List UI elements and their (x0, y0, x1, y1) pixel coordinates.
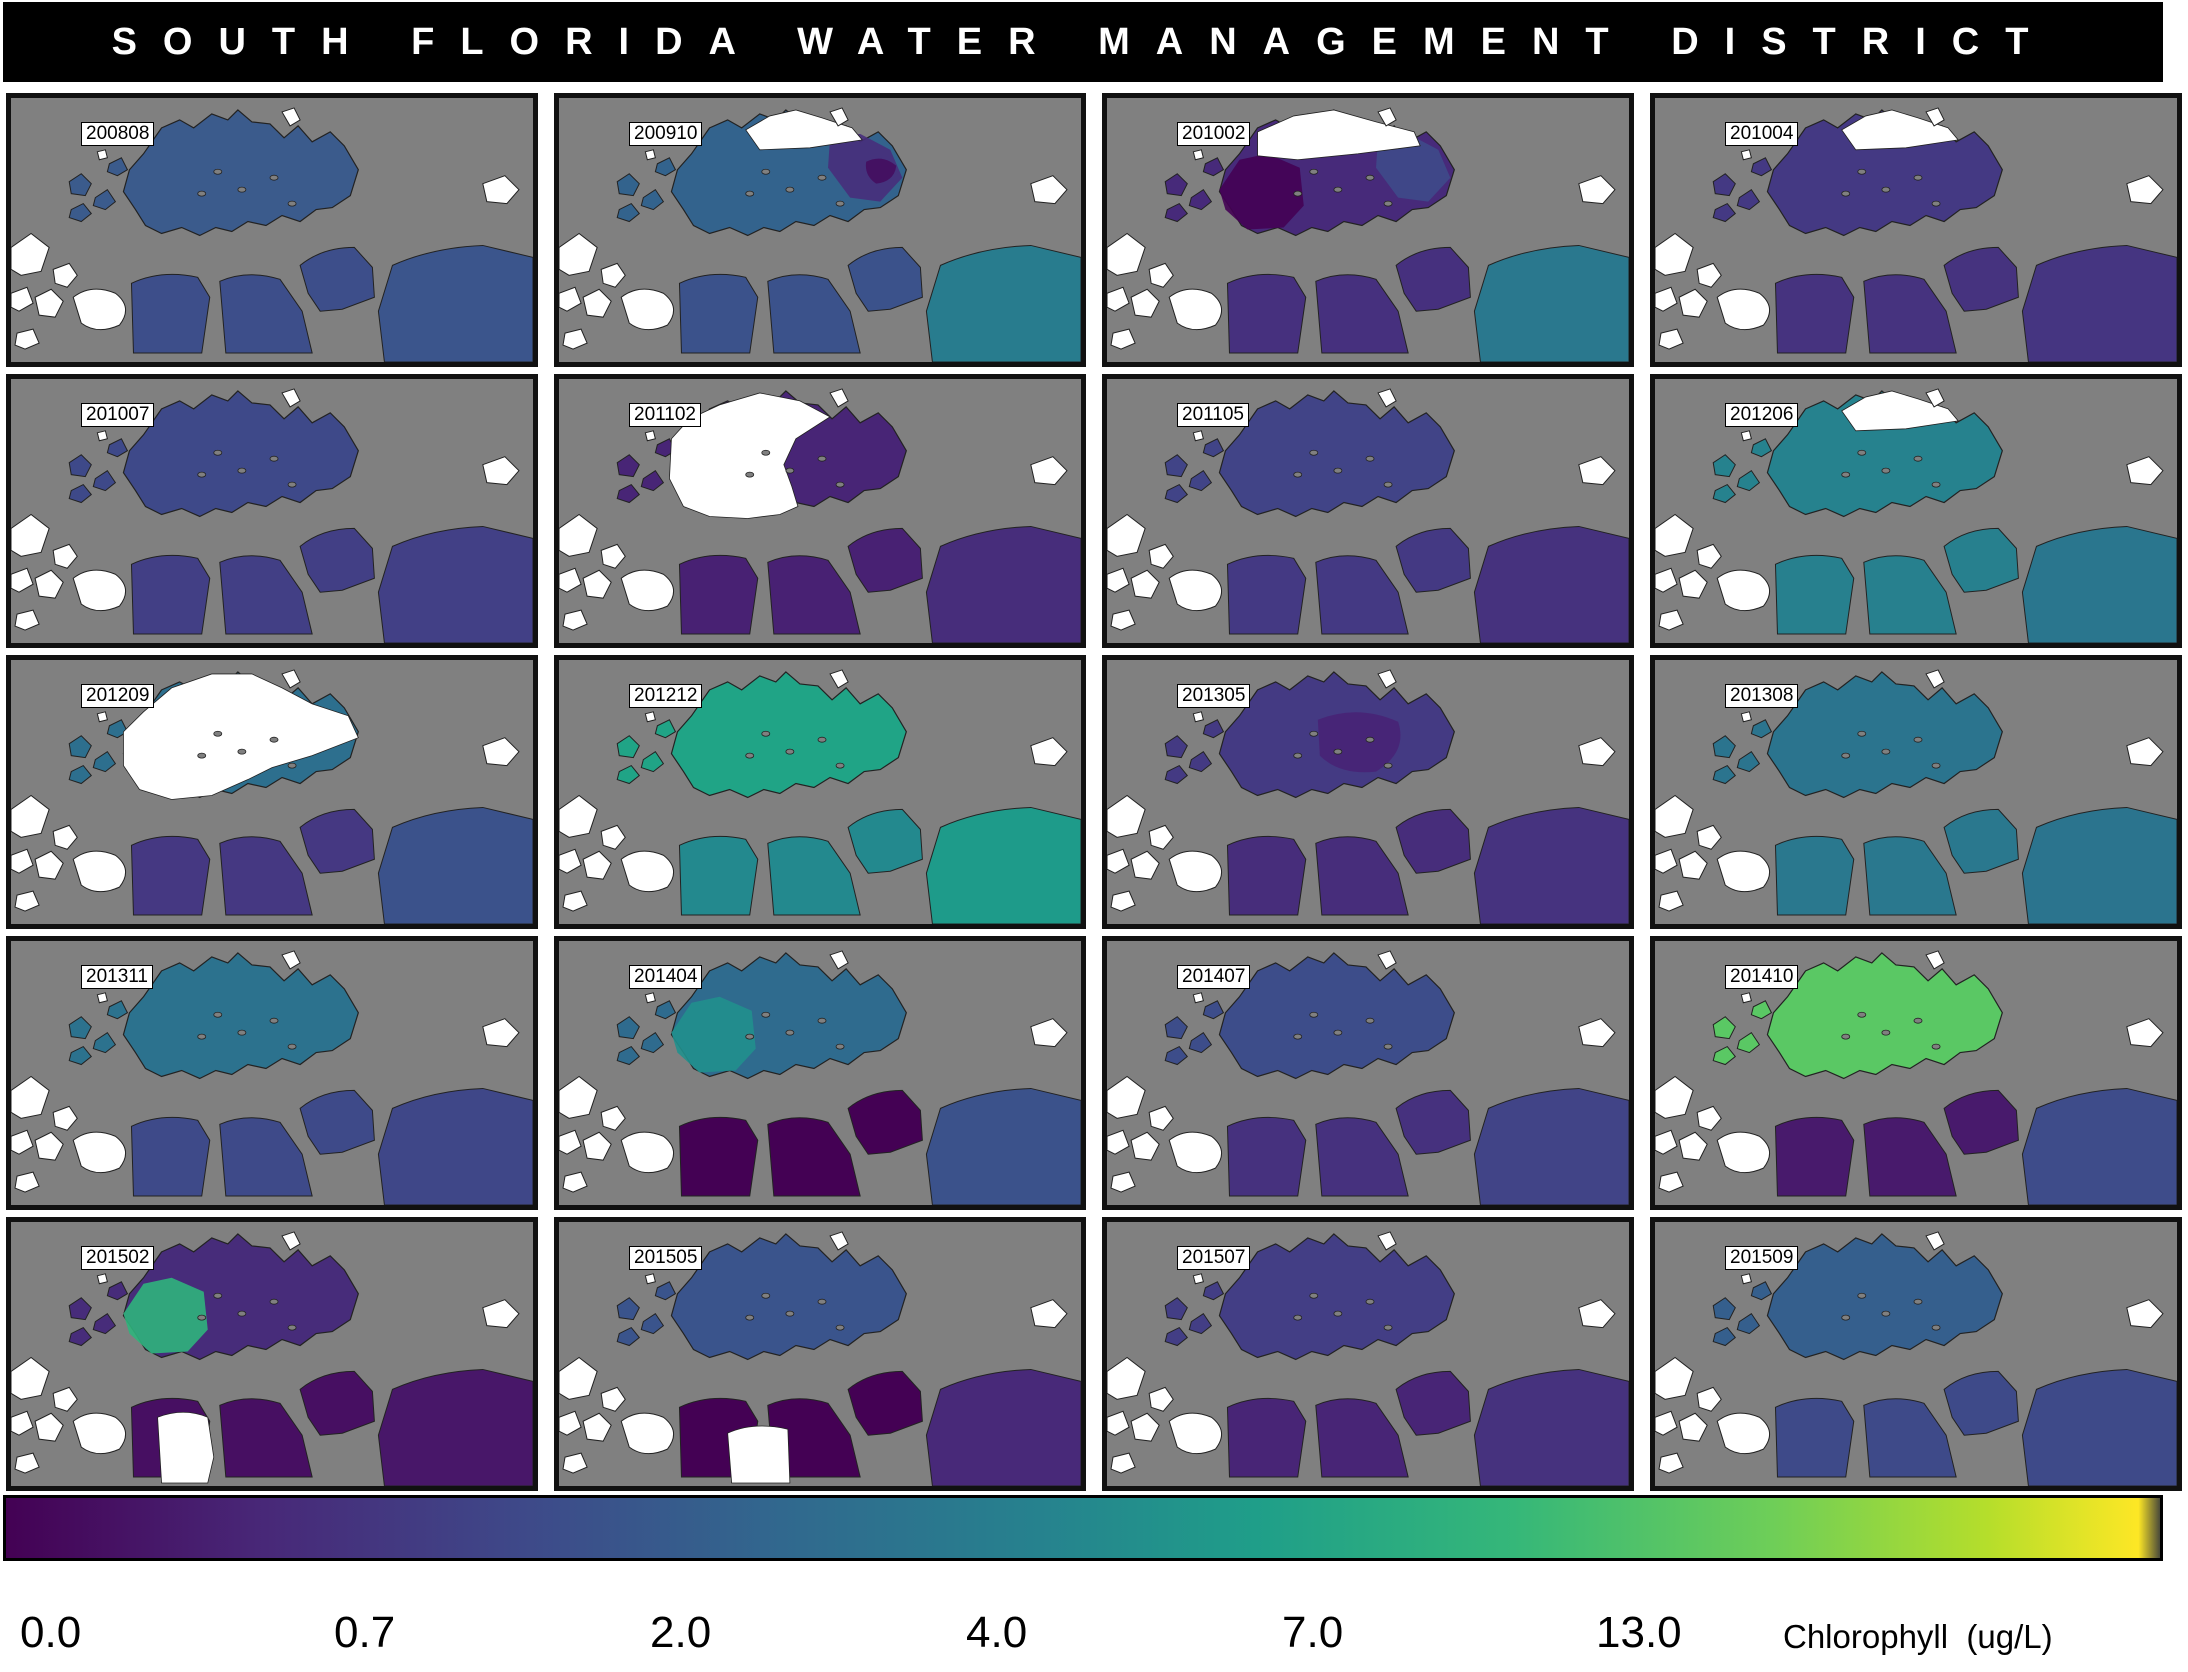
page-title: SOUTH FLORIDA WATER MANAGEMENT DISTRICT (3, 2, 2163, 82)
panel-date-label: 201407 (1177, 965, 1251, 989)
lake-okeechobee-chlorophyll-map (559, 660, 1081, 924)
lake-okeechobee-chlorophyll-map (1655, 941, 2177, 1205)
lake-okeechobee-chlorophyll-map (11, 1222, 533, 1486)
panel-date-label: 200910 (629, 122, 703, 146)
panel-date-label: 201212 (629, 684, 703, 708)
colorbar-tick-label: 0.0 (20, 1608, 82, 1657)
panel-date-label: 201007 (81, 403, 155, 427)
lake-okeechobee-chlorophyll-map (559, 941, 1081, 1205)
chlorophyll-colorbar (3, 1495, 2163, 1561)
panel-date-label: 201209 (81, 684, 155, 708)
map-panel: 201002 (1102, 93, 1634, 367)
panel-date-label: 201502 (81, 1246, 155, 1270)
colorbar-tick-label: 7.0 (1282, 1608, 1344, 1657)
panel-date-label: 201311 (81, 965, 153, 989)
map-panel: 201509 (1650, 1217, 2182, 1491)
map-panel: 201507 (1102, 1217, 1634, 1491)
panel-date-label: 201305 (1177, 684, 1251, 708)
map-panel: 201209 (6, 655, 538, 929)
map-panel: 201407 (1102, 936, 1634, 1210)
map-panel: 201212 (554, 655, 1086, 929)
panel-date-label: 201308 (1725, 684, 1799, 708)
panel-date-label: 201404 (629, 965, 703, 989)
panel-date-label: 201102 (629, 403, 701, 427)
panel-date-label: 201105 (1177, 403, 1249, 427)
panel-date-label: 201509 (1725, 1246, 1799, 1270)
lake-okeechobee-chlorophyll-map (1107, 660, 1629, 924)
map-panel: 201308 (1650, 655, 2182, 929)
colorbar-unit-label: Chlorophyll (ug/L) (1783, 1618, 2053, 1655)
map-panel: 201502 (6, 1217, 538, 1491)
map-panel: 201102 (554, 374, 1086, 648)
lake-okeechobee-chlorophyll-map (11, 379, 533, 643)
map-panel: 201404 (554, 936, 1086, 1210)
map-panel: 201004 (1650, 93, 2182, 367)
map-panel-grid: 200808 200910 201002 201004 201007 201102 2011… (6, 93, 2186, 1491)
lake-okeechobee-chlorophyll-map (11, 98, 533, 362)
panel-date-label: 201004 (1725, 122, 1799, 146)
map-panel: 201505 (554, 1217, 1086, 1491)
colorbar-tick-label: 2.0 (650, 1608, 712, 1657)
panel-date-label: 201002 (1177, 122, 1251, 146)
map-panel: 201410 (1650, 936, 2182, 1210)
colorbar-tick-label: 4.0 (966, 1608, 1028, 1657)
map-panel: 200808 (6, 93, 538, 367)
map-panel: 201311 (6, 936, 538, 1210)
panel-date-label: 201507 (1177, 1246, 1251, 1270)
map-panel: 201305 (1102, 655, 1634, 929)
panel-date-label: 201206 (1725, 403, 1799, 427)
lake-okeechobee-chlorophyll-map (559, 98, 1081, 362)
map-panel: 201105 (1102, 374, 1634, 648)
map-panel: 201007 (6, 374, 538, 648)
panel-date-label: 201505 (629, 1246, 703, 1270)
panel-date-label: 201410 (1725, 965, 1799, 989)
colorbar-tick-label: 0.7 (334, 1608, 396, 1657)
colorbar-tick-label: 13.0 (1596, 1608, 1682, 1657)
lake-okeechobee-chlorophyll-map (1655, 379, 2177, 643)
panel-date-label: 200808 (81, 122, 155, 146)
map-panel: 200910 (554, 93, 1086, 367)
map-panel: 201206 (1650, 374, 2182, 648)
